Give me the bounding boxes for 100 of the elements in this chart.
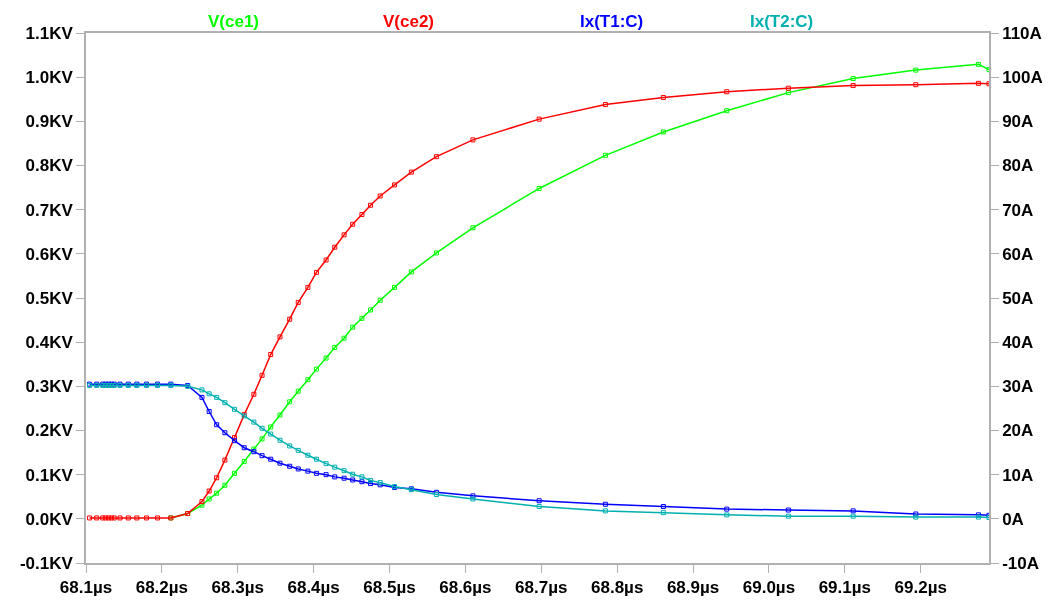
point (323, 461, 329, 467)
y-tick-label: 0.9KV (25, 112, 74, 132)
point (100, 515, 106, 521)
point (214, 490, 220, 496)
x-tick-label: 68.5µs (363, 578, 416, 598)
point (341, 468, 347, 474)
point (323, 257, 329, 263)
point (377, 193, 383, 199)
point (214, 475, 220, 481)
point (214, 394, 220, 400)
point (332, 344, 338, 350)
point (341, 232, 347, 238)
point (313, 456, 319, 462)
y2-tick-label: 60A (1002, 244, 1034, 264)
point (206, 496, 212, 502)
x-tick-label: 69.0µs (742, 578, 796, 598)
point (341, 475, 347, 481)
point (785, 85, 791, 91)
point (724, 108, 730, 114)
point (433, 250, 439, 256)
point (199, 387, 205, 393)
y-tick-label: 0.2KV (25, 421, 74, 441)
point (359, 479, 365, 485)
point (602, 102, 608, 108)
y-tick-label: 0.4KV (25, 333, 74, 353)
y2-tick-label: 80A (1002, 156, 1034, 176)
point (350, 477, 356, 483)
point (222, 482, 228, 488)
point (602, 152, 608, 158)
text: Ix(T2:C) (750, 12, 814, 31)
point (332, 244, 338, 250)
point (111, 515, 117, 521)
x-tick-label: 68.9µs (666, 578, 720, 598)
point (350, 221, 356, 227)
point (305, 377, 311, 383)
text: V(ce2) (383, 12, 435, 31)
point (277, 460, 283, 466)
point (785, 513, 791, 519)
point (305, 284, 311, 290)
point (536, 185, 542, 191)
point (287, 463, 293, 469)
point (408, 169, 414, 175)
point (206, 391, 212, 397)
point (305, 452, 311, 458)
point (117, 515, 123, 521)
point (724, 506, 730, 512)
point (277, 437, 283, 443)
y2-tick-label: 30A (1002, 377, 1034, 397)
point (602, 501, 608, 507)
y2-tick-label: 20A (1002, 421, 1034, 441)
point (350, 471, 356, 477)
point (125, 515, 131, 521)
point (287, 399, 293, 405)
point (222, 457, 228, 463)
point (602, 508, 608, 514)
x-tick-label: 69.2µs (894, 578, 947, 598)
point (222, 430, 228, 436)
point (87, 515, 93, 521)
point (295, 388, 301, 394)
point (313, 366, 319, 372)
point (323, 355, 329, 361)
point (660, 503, 666, 509)
y-tick-label: 0.0KV (25, 509, 74, 529)
point (660, 510, 666, 516)
point (222, 400, 228, 406)
point (305, 468, 311, 474)
point (199, 394, 205, 400)
y2-tick-label: 70A (1002, 200, 1034, 220)
point (268, 431, 274, 437)
point (392, 182, 398, 188)
point (232, 470, 237, 476)
x-tick-label: 68.3µs (211, 578, 264, 598)
point (287, 443, 293, 449)
point (359, 212, 365, 218)
y2-tick-label: 10A (1002, 465, 1034, 485)
y-tick-label: -0.1KV (19, 553, 74, 573)
point (368, 307, 374, 313)
point (241, 458, 247, 464)
y-tick-label: 1.0KV (25, 68, 74, 88)
point (850, 75, 856, 81)
point (470, 225, 476, 231)
point (259, 372, 265, 378)
y2-tick-label: 110A (1002, 23, 1042, 43)
point (277, 334, 283, 340)
point (214, 422, 220, 428)
point (536, 498, 542, 504)
point (470, 137, 476, 143)
point (251, 419, 257, 425)
point (94, 515, 100, 521)
y-tick-label: 0.6KV (25, 244, 74, 264)
point (332, 474, 338, 480)
point (785, 507, 791, 513)
y2-tick-label: 40A (1002, 333, 1034, 353)
y-tick-label: 0.5KV (25, 288, 74, 308)
y-tick-label: 0.1KV (25, 465, 74, 485)
point (295, 466, 301, 472)
point (850, 513, 856, 519)
y-tick-label: 0.7KV (25, 200, 74, 220)
point (206, 409, 212, 415)
point (332, 464, 338, 470)
